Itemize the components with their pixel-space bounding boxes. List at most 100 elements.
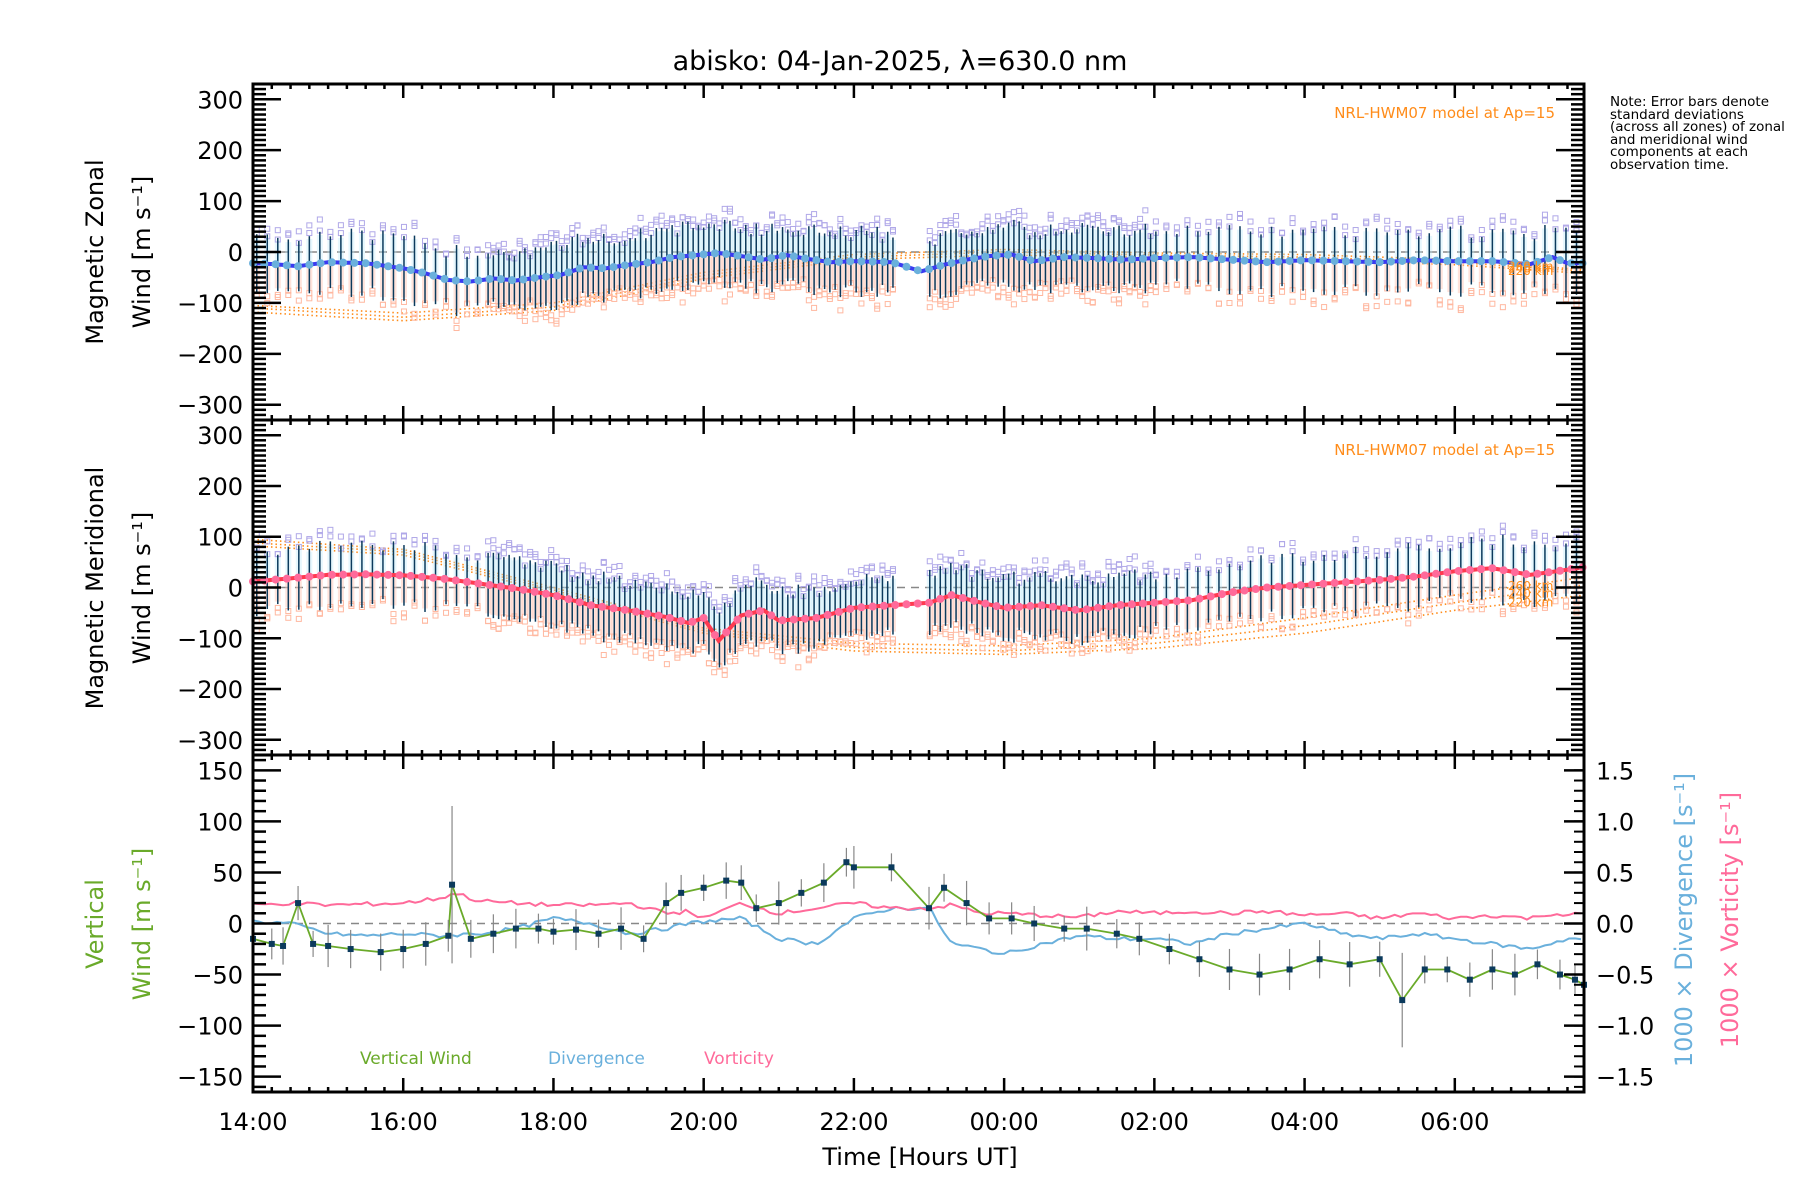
zone-point	[1258, 623, 1265, 630]
vertical-wind-point	[941, 884, 948, 891]
model-altitude-label: 240 km	[1508, 262, 1553, 276]
zone-point	[1110, 215, 1117, 222]
zone-point	[1031, 224, 1038, 231]
mean-wind-point	[1184, 253, 1193, 262]
zone-point	[732, 219, 739, 226]
zone-point	[884, 301, 891, 308]
vertical-wind-point	[1166, 946, 1173, 953]
zone-point	[847, 640, 854, 647]
vertical-wind-point	[1444, 966, 1451, 973]
vertical-wind-point	[1466, 976, 1473, 983]
zone-point	[779, 654, 786, 661]
zone-point	[295, 297, 302, 304]
zone-point	[1026, 568, 1033, 575]
mean-wind-point	[654, 611, 663, 620]
error-bar-note: Note: Error bars denote standard deviati…	[1610, 94, 1785, 173]
zone-point	[1541, 602, 1548, 609]
zone-point	[879, 562, 886, 569]
mean-wind-point	[879, 257, 888, 266]
mean-wind-point	[451, 576, 460, 585]
zone-point	[1520, 300, 1527, 307]
zone-point	[858, 567, 865, 574]
zone-point	[627, 228, 634, 235]
chart-title: abisko: 04-Jan-2025, λ=630.0 nm	[673, 46, 1128, 77]
mean-wind-point	[744, 609, 753, 618]
zone-point	[579, 638, 586, 645]
zone-point	[595, 637, 602, 644]
zone-point	[684, 216, 691, 223]
zone-point	[606, 566, 613, 573]
mean-wind-point	[1432, 569, 1441, 578]
zone-point	[832, 291, 839, 298]
y-tick-label: −100	[177, 625, 243, 653]
vertical-wind-point	[678, 889, 685, 896]
zone-point	[1163, 633, 1170, 640]
zone-point	[637, 214, 644, 221]
zone-point	[947, 634, 954, 641]
zone-point	[968, 625, 975, 632]
zone-point	[1137, 215, 1144, 222]
zone-point	[847, 290, 854, 297]
zone-point	[726, 597, 733, 604]
zone-point	[1457, 537, 1464, 544]
zone-point	[1499, 522, 1506, 529]
zone-point	[464, 609, 471, 616]
mean-wind-point	[1285, 581, 1294, 590]
y-tick-label: 0	[228, 575, 243, 603]
mean-wind-point	[305, 260, 314, 269]
y-tick-label: 0	[228, 911, 243, 939]
mean-wind-point	[902, 262, 911, 271]
zone-point	[1531, 291, 1538, 298]
mean-wind-point	[1150, 254, 1159, 263]
zone-point	[1363, 218, 1370, 225]
zone-point	[516, 313, 523, 320]
zone-point	[1173, 631, 1180, 638]
mean-wind-point	[925, 598, 934, 607]
zone-point	[884, 218, 891, 225]
zone-point	[721, 671, 728, 678]
zone-point	[979, 225, 986, 232]
zone-point	[400, 614, 407, 621]
zone-point	[432, 537, 439, 544]
zone-point	[1021, 567, 1028, 574]
mean-wind-point	[485, 580, 494, 589]
zone-point	[1047, 634, 1054, 641]
mean-wind-point	[1037, 256, 1046, 265]
mean-wind-point	[789, 252, 798, 261]
zone-point	[826, 581, 833, 588]
zone-point	[784, 643, 791, 650]
zone-point	[1121, 636, 1128, 643]
zone-point	[711, 599, 718, 606]
zone-point	[1478, 606, 1485, 613]
mean-wind-point	[801, 614, 810, 623]
mean-wind-point	[1206, 254, 1215, 263]
zone-point	[1152, 218, 1159, 225]
mean-wind-point	[846, 604, 855, 613]
zone-point	[1352, 227, 1359, 234]
zone-point	[695, 588, 702, 595]
mean-wind-point	[1274, 257, 1283, 266]
zone-point	[548, 627, 555, 634]
mean-wind-point	[868, 602, 877, 611]
zone-point	[411, 541, 418, 548]
zone-point	[1289, 220, 1296, 227]
zone-point	[1021, 569, 1028, 576]
mean-wind-point	[981, 252, 990, 261]
mean-wind-point	[620, 605, 629, 614]
zone-point	[432, 308, 439, 315]
zone-point	[1005, 564, 1012, 571]
zone-point	[853, 640, 860, 647]
zone-point	[453, 325, 460, 332]
vertical-wind-point	[1534, 961, 1541, 968]
zone-point	[716, 607, 723, 614]
zone-point	[732, 657, 739, 664]
zone-point	[937, 553, 944, 560]
zone-point	[1084, 648, 1091, 655]
zone-point	[648, 654, 655, 661]
zone-point	[1194, 222, 1201, 229]
mean-wind-point	[1465, 257, 1474, 266]
zone-point	[1436, 597, 1443, 604]
zone-point	[716, 283, 723, 290]
